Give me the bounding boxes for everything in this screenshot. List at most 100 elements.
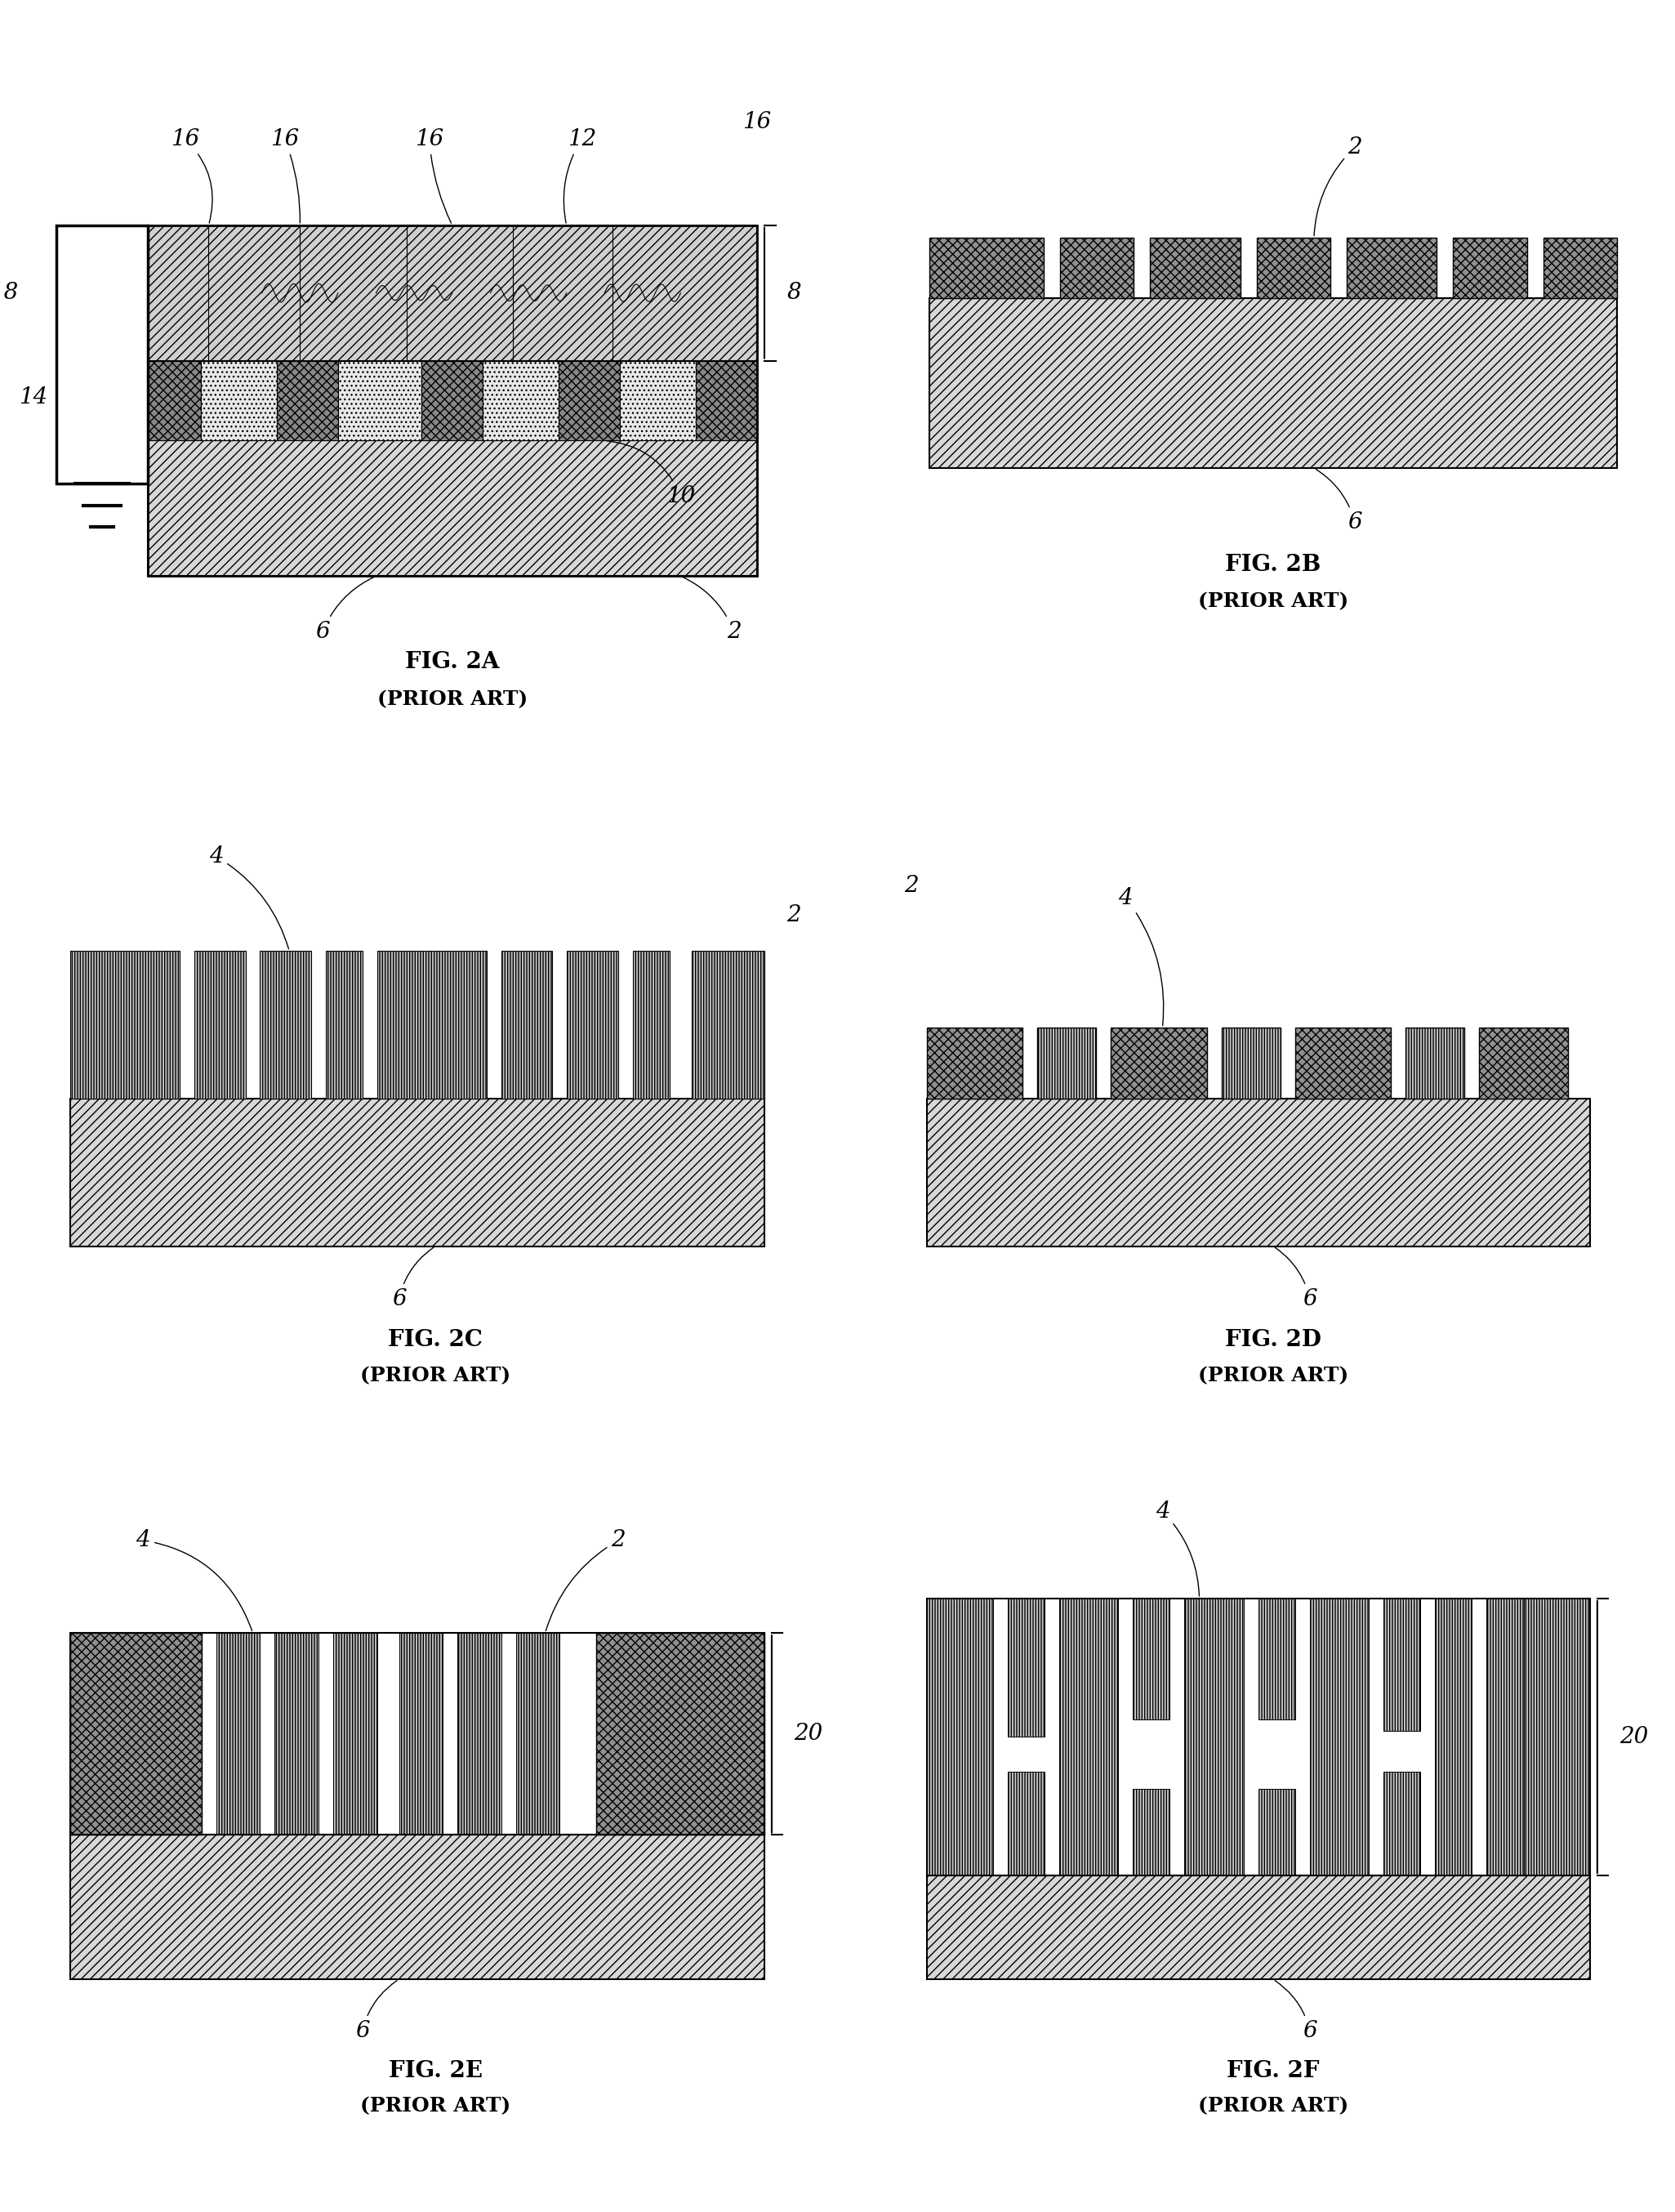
Text: 6: 6 bbox=[1317, 469, 1362, 533]
Bar bbox=[1543, 239, 1616, 299]
Bar bbox=[482, 361, 559, 440]
Bar bbox=[1256, 239, 1330, 299]
Text: 16: 16 bbox=[742, 111, 770, 133]
Bar bbox=[1111, 1029, 1206, 1099]
Bar bbox=[1384, 1599, 1420, 1732]
Bar bbox=[1347, 239, 1437, 299]
Bar bbox=[70, 1632, 764, 1836]
Bar bbox=[147, 361, 201, 440]
Bar bbox=[926, 1599, 993, 1876]
Bar bbox=[1487, 1599, 1524, 1876]
Text: 2: 2 bbox=[546, 1528, 625, 1630]
Bar bbox=[260, 951, 312, 1099]
Bar bbox=[1151, 239, 1240, 299]
Bar bbox=[926, 1876, 1590, 1980]
Text: 20: 20 bbox=[794, 1723, 822, 1745]
Bar bbox=[147, 226, 757, 575]
Text: (PRIOR ART): (PRIOR ART) bbox=[1198, 1367, 1348, 1387]
Text: 18: 18 bbox=[0, 281, 18, 303]
Bar bbox=[1454, 239, 1528, 299]
Bar bbox=[1132, 1599, 1169, 1719]
Text: (PRIOR ART): (PRIOR ART) bbox=[360, 2097, 511, 2117]
Bar bbox=[568, 951, 618, 1099]
Text: 6: 6 bbox=[355, 1980, 397, 2042]
Bar bbox=[930, 239, 1044, 299]
Bar bbox=[620, 361, 695, 440]
Bar bbox=[399, 1632, 442, 1836]
Text: 16: 16 bbox=[171, 128, 213, 223]
Text: FIG. 2D: FIG. 2D bbox=[1224, 1329, 1322, 1352]
Bar bbox=[1008, 1599, 1045, 1736]
Bar bbox=[1435, 1599, 1472, 1876]
Bar bbox=[930, 299, 1616, 469]
Bar bbox=[1524, 1599, 1590, 1876]
Text: FIG. 2F: FIG. 2F bbox=[1226, 2059, 1320, 2081]
Bar bbox=[57, 226, 147, 484]
Text: (PRIOR ART): (PRIOR ART) bbox=[1198, 593, 1348, 611]
Bar bbox=[926, 1029, 1022, 1099]
Bar bbox=[1479, 1029, 1568, 1099]
Text: 2: 2 bbox=[904, 876, 920, 898]
Text: FIG. 2E: FIG. 2E bbox=[389, 2059, 482, 2081]
Text: 14: 14 bbox=[18, 387, 49, 409]
Text: 6: 6 bbox=[315, 577, 374, 641]
Text: 2: 2 bbox=[683, 577, 740, 641]
Bar bbox=[457, 1632, 501, 1836]
Bar bbox=[692, 951, 764, 1099]
Bar bbox=[327, 951, 362, 1099]
Bar bbox=[1037, 1029, 1095, 1099]
Text: 6: 6 bbox=[1275, 1980, 1317, 2042]
Bar bbox=[70, 1836, 764, 1980]
Text: 4: 4 bbox=[1119, 887, 1164, 1026]
Text: 4: 4 bbox=[136, 1528, 251, 1630]
Bar bbox=[333, 1632, 377, 1836]
Bar bbox=[1384, 1772, 1420, 1876]
Text: 16: 16 bbox=[270, 128, 300, 223]
Bar bbox=[70, 951, 179, 1099]
Bar bbox=[338, 361, 422, 440]
Bar bbox=[516, 1632, 559, 1836]
Bar bbox=[276, 361, 338, 440]
Bar bbox=[926, 1599, 1590, 1876]
Text: FIG. 2A: FIG. 2A bbox=[405, 650, 499, 672]
Text: 6: 6 bbox=[1275, 1248, 1317, 1310]
Bar bbox=[70, 1632, 201, 1836]
Bar bbox=[147, 440, 757, 575]
Text: (PRIOR ART): (PRIOR ART) bbox=[360, 1367, 511, 1387]
Text: 12: 12 bbox=[564, 128, 596, 223]
Text: 4: 4 bbox=[209, 845, 288, 949]
Text: 6: 6 bbox=[392, 1248, 434, 1310]
Bar bbox=[926, 1099, 1590, 1245]
Bar bbox=[633, 951, 670, 1099]
Bar bbox=[1310, 1599, 1368, 1876]
Bar bbox=[1132, 1790, 1169, 1876]
Text: 2: 2 bbox=[786, 905, 801, 927]
Bar bbox=[194, 951, 246, 1099]
Text: 8: 8 bbox=[787, 281, 802, 303]
Bar bbox=[596, 1632, 764, 1836]
Bar bbox=[70, 1099, 764, 1245]
Text: 16: 16 bbox=[415, 128, 451, 223]
Text: 20: 20 bbox=[1620, 1725, 1648, 1747]
Bar bbox=[1008, 1772, 1045, 1876]
Bar bbox=[1060, 239, 1134, 299]
Bar bbox=[501, 951, 553, 1099]
Bar bbox=[216, 1632, 260, 1836]
Bar bbox=[559, 361, 620, 440]
Bar bbox=[147, 226, 757, 361]
Text: FIG. 2C: FIG. 2C bbox=[389, 1329, 482, 1352]
Bar bbox=[695, 361, 757, 440]
Bar bbox=[1258, 1790, 1295, 1876]
Bar bbox=[201, 361, 276, 440]
Bar bbox=[377, 951, 487, 1099]
Text: 4: 4 bbox=[1156, 1500, 1199, 1597]
Text: (PRIOR ART): (PRIOR ART) bbox=[377, 690, 528, 710]
Bar bbox=[1221, 1029, 1280, 1099]
Text: 10: 10 bbox=[606, 440, 695, 507]
Bar bbox=[1059, 1599, 1119, 1876]
Text: FIG. 2B: FIG. 2B bbox=[1224, 553, 1322, 575]
Text: 2: 2 bbox=[1315, 137, 1362, 237]
Bar bbox=[422, 361, 482, 440]
Bar bbox=[1405, 1029, 1464, 1099]
Text: (PRIOR ART): (PRIOR ART) bbox=[1198, 2097, 1348, 2117]
